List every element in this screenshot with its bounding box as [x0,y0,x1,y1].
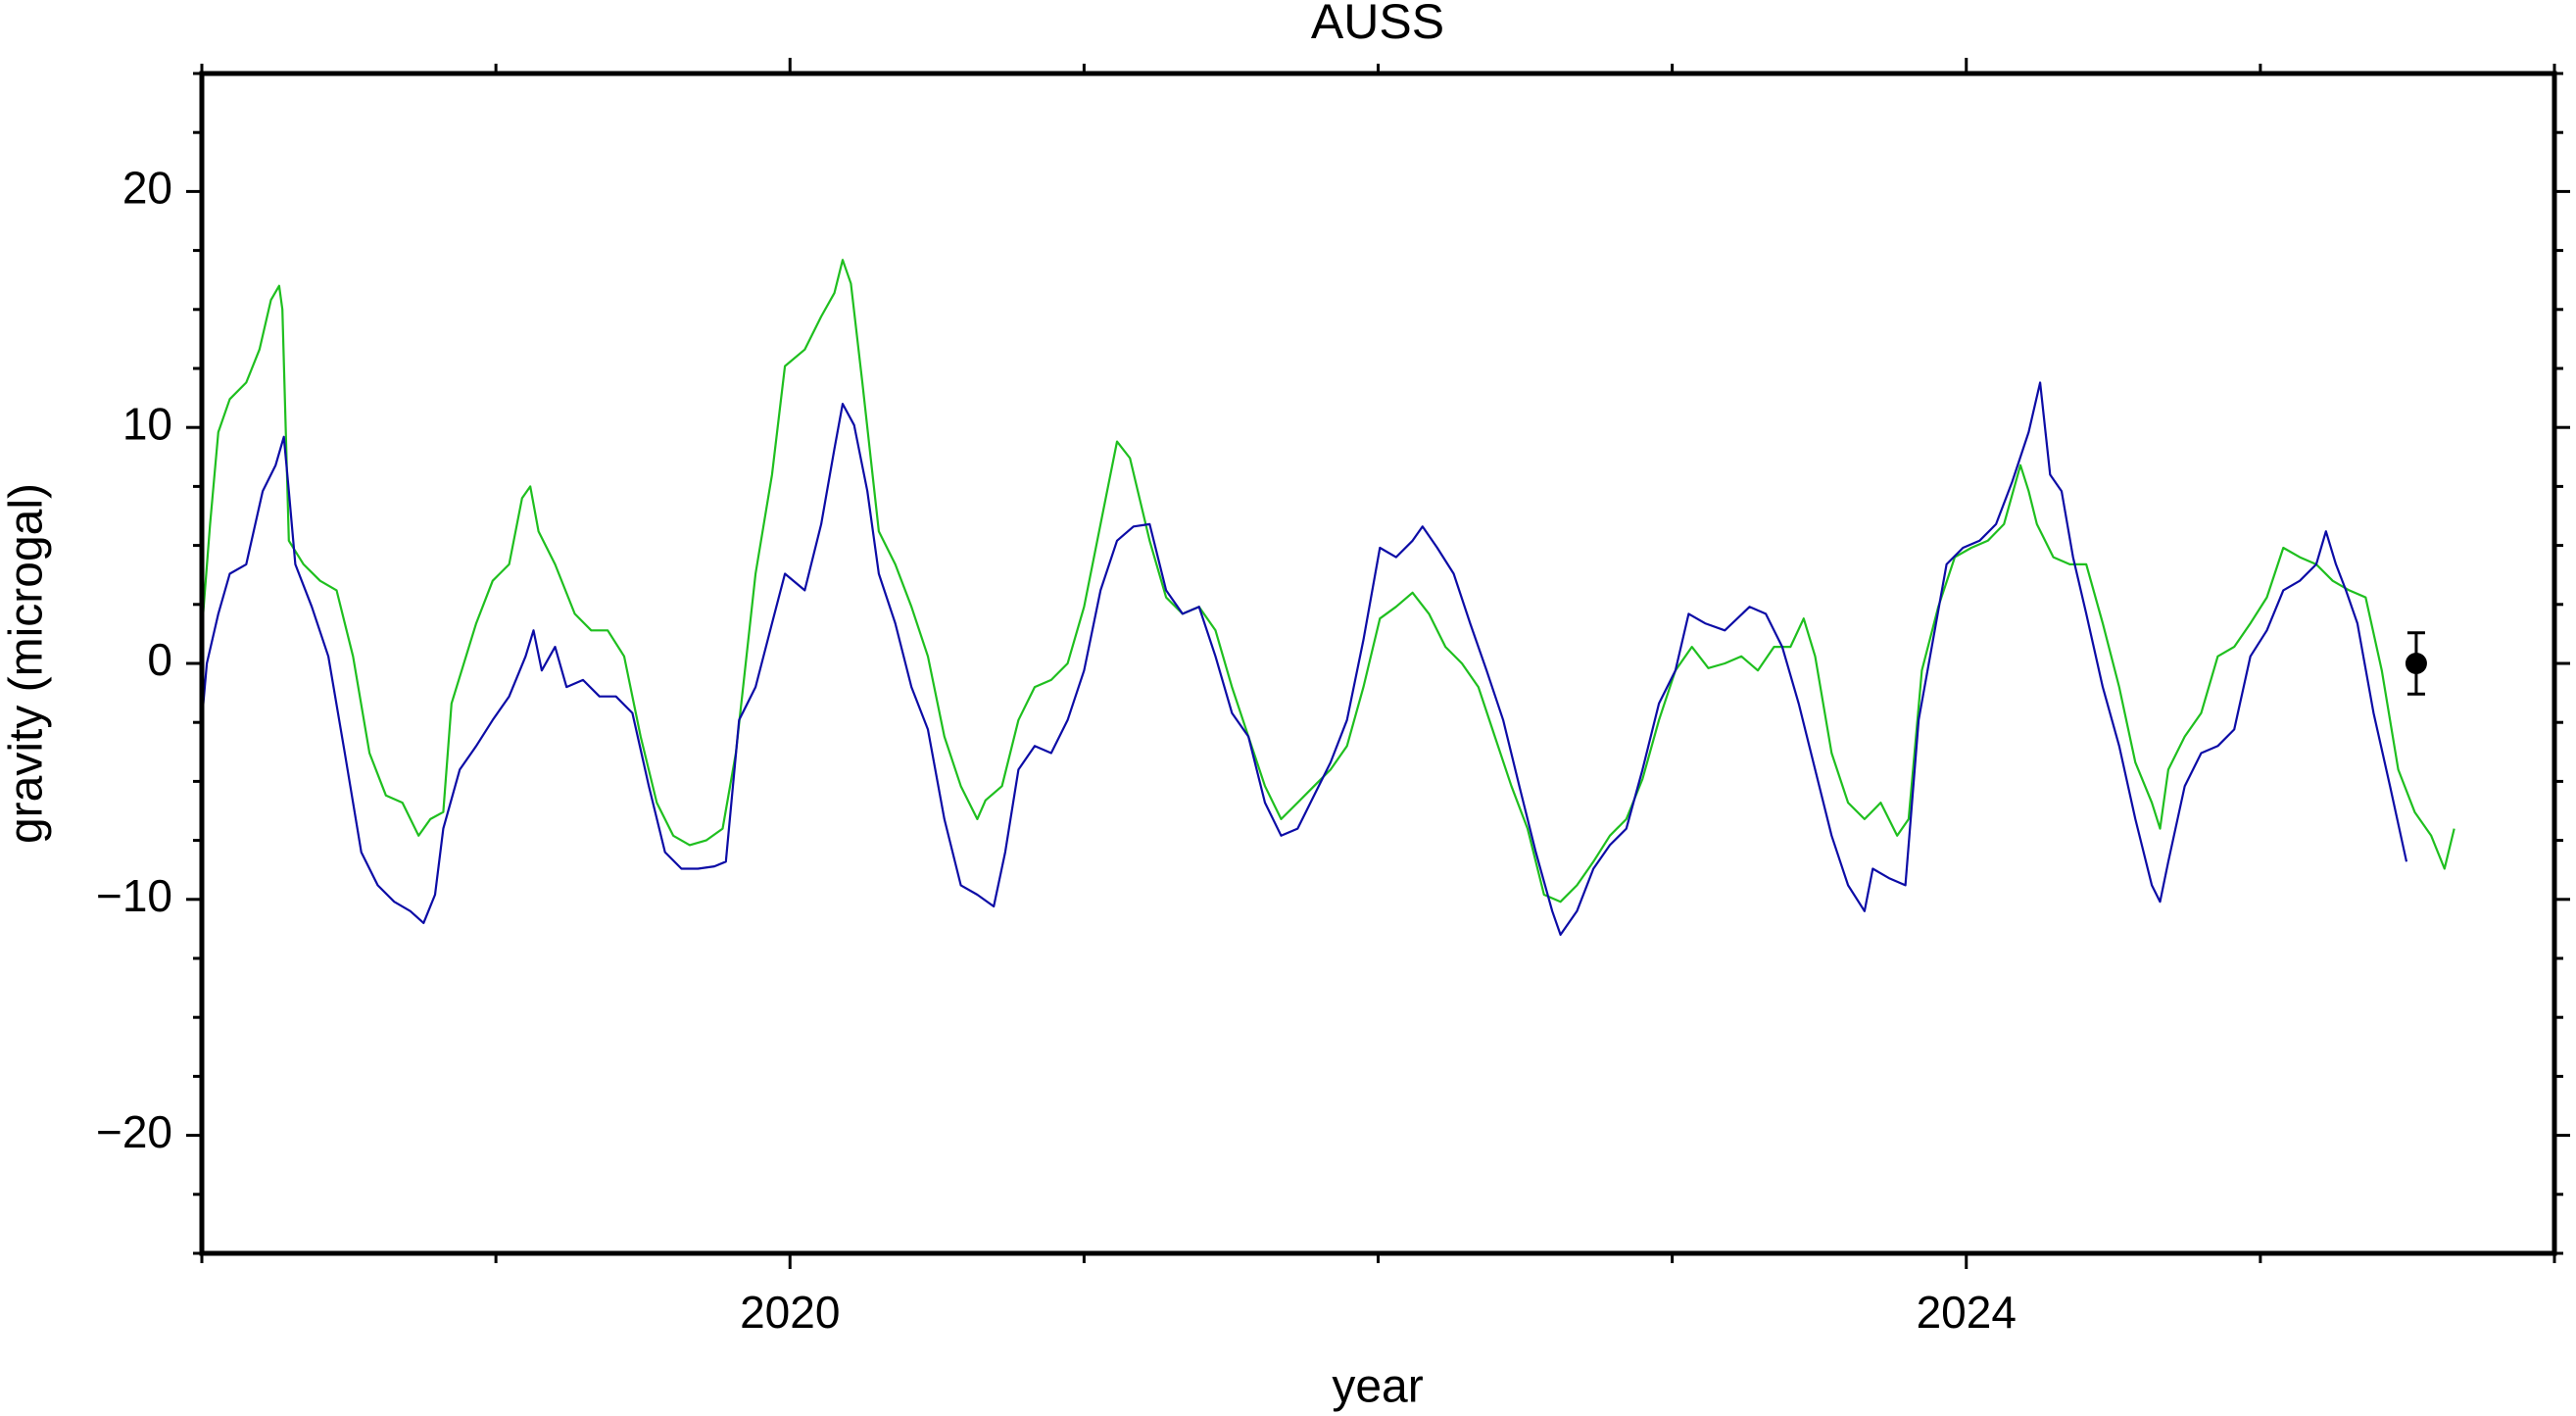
plot-frame [199,71,2557,1256]
y-tick-label: 20 [122,163,172,214]
y-tick-label: −10 [96,870,172,921]
x-tick-label: 2020 [740,1287,840,1338]
chart-title: AUSS [1311,0,1444,49]
data-point [2405,653,2427,674]
y-axis-label: gravity (microgal) [1,483,53,844]
x-tick-label: 2024 [1917,1287,2017,1338]
data-line [200,381,2408,936]
x-axis-label: year [1332,1361,1423,1413]
y-tick-label: 10 [122,398,172,449]
y-tick-label: 0 [147,634,172,685]
y-tick-label: −20 [96,1106,172,1157]
